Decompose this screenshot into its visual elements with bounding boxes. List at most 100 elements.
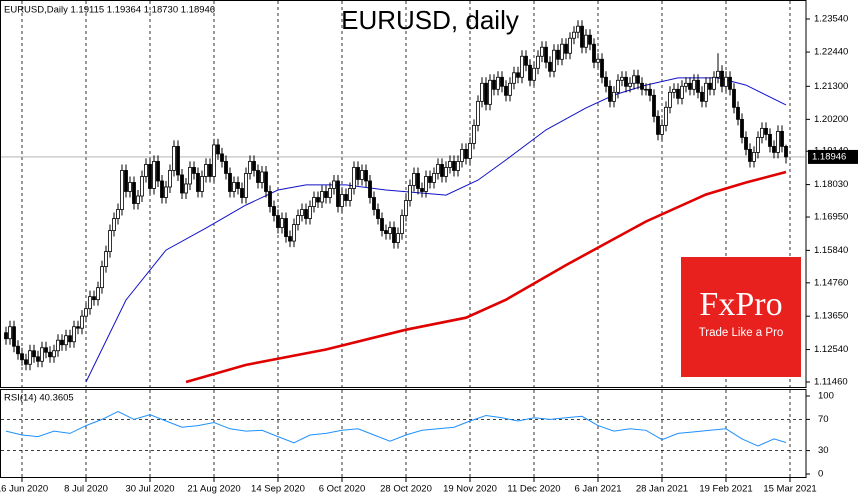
candle-body [208, 164, 212, 177]
candle-body [356, 167, 360, 180]
candle-body [416, 173, 420, 189]
x-tick-label: 8 Jul 2020 [64, 484, 108, 495]
candle-body [532, 67, 536, 81]
candle-body [332, 180, 336, 189]
candle-body [384, 230, 388, 234]
candle-body [128, 182, 132, 192]
candle-body [152, 161, 156, 189]
candle-body [72, 326, 76, 343]
candle-body [376, 209, 380, 219]
y-tick-label: 1.20200 [814, 114, 848, 125]
candle-body [628, 82, 632, 87]
candle-body [688, 82, 692, 90]
x-tick-label: 28 Jan 2021 [636, 484, 688, 495]
candle-body [280, 218, 284, 228]
candle-body [380, 218, 384, 231]
candle-body [436, 164, 440, 174]
candle-body [196, 173, 200, 192]
logo: FxPro Trade Like a Pro [681, 257, 801, 377]
candle-body [464, 149, 468, 159]
candle-body [684, 82, 688, 87]
candle-body [80, 315, 84, 329]
candle-body [116, 209, 120, 219]
candle-body [88, 296, 92, 310]
candle-body [624, 76, 628, 87]
candle-body [728, 76, 732, 90]
y-tick-label: 1.14760 [814, 277, 848, 288]
candle-body [200, 176, 204, 192]
candle-body [188, 167, 192, 185]
candle-body [292, 224, 296, 242]
candle-body [148, 164, 152, 189]
quote-header: EURUSD,Daily 1.19115 1.19364 1.18730 1.1… [4, 5, 215, 16]
candle-body [232, 182, 236, 192]
candle-body [348, 188, 352, 201]
candle-body [4, 332, 8, 340]
candle-body [708, 82, 712, 90]
candle-body [248, 161, 252, 174]
candle-body [564, 43, 568, 54]
price-pane [4, 20, 788, 384]
candle-body [556, 49, 560, 60]
candle-body [288, 236, 292, 242]
candle-body [504, 85, 508, 96]
candle-body [40, 347, 44, 362]
candle-body [344, 194, 348, 201]
candle-body [460, 149, 464, 162]
candle-body [392, 227, 396, 243]
candle-body [600, 58, 604, 78]
candle-body [312, 197, 316, 207]
candle-body [656, 115, 660, 135]
candle-body [692, 79, 696, 90]
candle-body [516, 72, 520, 78]
candle-body [736, 106, 740, 120]
candle-body [768, 133, 772, 147]
candle-body [424, 176, 428, 192]
candle-body [668, 91, 672, 108]
candle-body [536, 55, 540, 69]
x-tick-label: 15 Mar 2021 [763, 484, 816, 495]
candle-body [580, 25, 584, 48]
candle-body [12, 326, 16, 347]
candle-body [608, 85, 612, 102]
candle-body [588, 34, 592, 45]
candle-body [64, 335, 68, 346]
candle-body [644, 88, 648, 91]
candle-body [404, 200, 408, 216]
candle-body [44, 347, 48, 353]
candle-body [400, 215, 404, 234]
candle-body [176, 146, 180, 176]
candle-body [456, 161, 460, 171]
candle-body [484, 82, 488, 105]
candle-body [412, 173, 416, 186]
x-tick-label: 19 Feb 2021 [699, 484, 752, 495]
candle-body [540, 46, 544, 57]
candle-body [60, 339, 64, 346]
candle-body [24, 359, 28, 365]
x-tick-label: 19 Nov 2020 [443, 484, 497, 495]
candle-body [276, 215, 280, 228]
candle-body [740, 118, 744, 138]
candle-body [224, 161, 228, 174]
y-tick-label: 1.13650 [814, 311, 848, 322]
candle-body [68, 335, 72, 343]
candle-body [524, 55, 528, 66]
candle-body [36, 356, 40, 362]
x-tick-label: 16 Jun 2020 [0, 484, 48, 495]
candle-body [76, 326, 80, 329]
candle-body [440, 164, 444, 177]
candle-body [612, 91, 616, 102]
candle-body [720, 70, 724, 87]
candle-body [184, 183, 188, 194]
candle-body [252, 161, 256, 171]
candle-body [180, 174, 184, 194]
candle-body [420, 188, 424, 192]
y-tick-label: 0 [818, 469, 823, 480]
candle-body [680, 85, 684, 99]
candle-body [568, 37, 572, 54]
candle-body [228, 173, 232, 192]
candle-body [492, 79, 496, 90]
candle-body [468, 143, 472, 159]
y-tick-label: 1.16950 [814, 212, 848, 223]
candle-body [700, 91, 704, 102]
